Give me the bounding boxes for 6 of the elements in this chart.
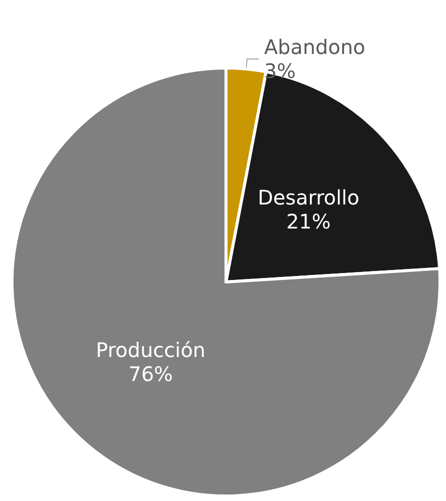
slice-label: Producción — [96, 338, 206, 362]
data-label: 21% — [286, 209, 331, 234]
data-label: 76% — [128, 362, 173, 386]
slice-label: Abandono — [264, 34, 366, 59]
slice-label: Desarrollo — [258, 185, 360, 210]
data-label: 3% — [264, 58, 296, 83]
